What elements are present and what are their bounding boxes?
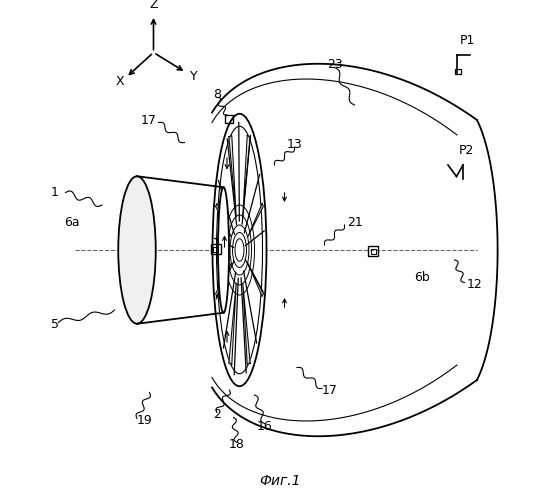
Text: 21: 21	[347, 216, 363, 229]
Text: 23: 23	[326, 58, 342, 71]
Text: P1: P1	[459, 34, 475, 48]
Ellipse shape	[212, 114, 267, 386]
Text: Z: Z	[149, 0, 158, 11]
Polygon shape	[229, 284, 236, 364]
Polygon shape	[216, 264, 231, 296]
Bar	[211, 244, 220, 254]
Polygon shape	[248, 264, 263, 296]
Text: 16: 16	[257, 420, 272, 432]
Bar	[213, 246, 218, 252]
Ellipse shape	[218, 187, 229, 313]
Text: 18: 18	[229, 438, 245, 452]
Text: 17: 17	[322, 384, 338, 398]
Bar	[371, 248, 376, 254]
Polygon shape	[248, 204, 263, 236]
Text: 6b: 6b	[415, 271, 430, 284]
Text: 19: 19	[137, 414, 153, 428]
Text: 5: 5	[50, 318, 59, 332]
Polygon shape	[216, 204, 231, 236]
Text: P2: P2	[459, 144, 474, 156]
Bar	[225, 115, 233, 123]
Text: 1: 1	[51, 186, 59, 199]
Text: 2: 2	[213, 408, 221, 422]
Text: 12: 12	[467, 278, 483, 291]
Polygon shape	[229, 136, 236, 216]
Text: X: X	[115, 75, 124, 88]
Text: 13: 13	[287, 138, 302, 151]
Bar	[454, 69, 461, 74]
Text: 6a: 6a	[64, 216, 79, 229]
Polygon shape	[243, 284, 250, 364]
Bar	[368, 246, 378, 256]
Ellipse shape	[119, 176, 156, 324]
Text: Y: Y	[190, 70, 197, 82]
Text: 17: 17	[141, 114, 157, 126]
Polygon shape	[243, 136, 250, 216]
Text: Фиг.1: Фиг.1	[259, 474, 300, 488]
Text: 8: 8	[213, 88, 221, 102]
